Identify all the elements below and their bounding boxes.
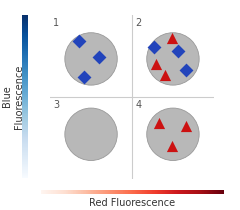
Circle shape (65, 33, 117, 85)
Circle shape (65, 108, 117, 160)
Point (163, 74, 167, 77)
Point (184, 69, 188, 72)
Circle shape (147, 108, 199, 160)
Text: Red Fluorescence: Red Fluorescence (89, 198, 175, 208)
Point (157, 121, 161, 125)
Point (184, 124, 188, 128)
Text: 3: 3 (53, 100, 60, 110)
Point (83, 75, 86, 79)
Text: 1: 1 (53, 18, 60, 28)
Circle shape (147, 33, 199, 85)
Text: Blue
Fluorescence: Blue Fluorescence (2, 64, 24, 129)
Point (97, 56, 101, 59)
Point (154, 62, 158, 66)
Point (152, 46, 156, 49)
Point (170, 144, 174, 147)
Text: 2: 2 (135, 18, 142, 28)
Point (170, 36, 174, 39)
Point (176, 49, 180, 52)
Text: 4: 4 (135, 100, 141, 110)
Point (77, 39, 81, 43)
